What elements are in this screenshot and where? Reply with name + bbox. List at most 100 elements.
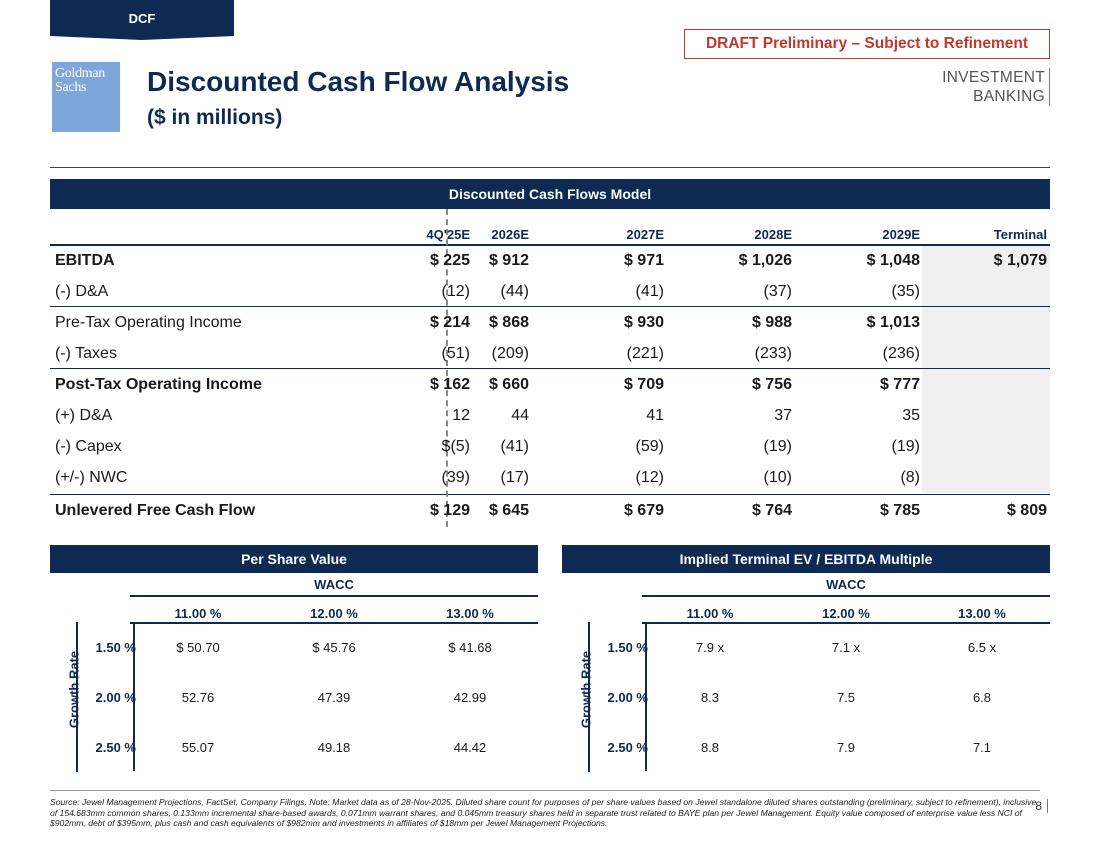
source-footnote: Source: Jewel Management Projections, Fa… — [50, 797, 1037, 829]
ev-multiple-row-header: 1.50 % — [607, 640, 648, 655]
division-line1: INVESTMENT — [942, 69, 1045, 86]
per-share-value: 47.39 — [317, 690, 351, 705]
per-share-row-header: 2.50 % — [95, 740, 136, 755]
dcf-cell: $ 679 — [623, 502, 664, 519]
per-share-row-header: 1.50 % — [95, 640, 136, 655]
dcf-header-row: 4Q'25E 2026E 2027E 2028E 2029E Terminal — [50, 219, 1050, 250]
per-share-col-header: 13.00 % — [446, 606, 494, 621]
col-rule — [642, 622, 1050, 624]
dcf-row-label: (+) D&A — [55, 407, 113, 424]
per-share-value: $ 41.68 — [448, 640, 492, 655]
header-divider — [50, 167, 1050, 168]
ev-multiple-value: 8.3 — [700, 690, 720, 705]
dcf-cell: $ 225 — [429, 252, 470, 269]
ev-multiple-value: 7.9 x — [695, 640, 725, 655]
dcf-cell: $ 988 — [751, 314, 792, 331]
wacc-rule — [130, 595, 538, 597]
dcf-row: (-) Taxes (51) (209) (221) (233) (236) — [50, 337, 1050, 368]
ev-multiple-col-header: 12.00 % — [822, 606, 870, 621]
dcf-row: (-) D&A (12) (44) (41) (37) (35) — [50, 275, 1050, 306]
dcf-cell: $ 660 — [488, 376, 529, 393]
dcf-cell: (17) — [500, 469, 529, 486]
dcf-rule-posttax — [50, 368, 1050, 369]
dcf-row-label: (-) Capex — [55, 438, 122, 455]
dcf-cell: (35) — [891, 283, 920, 300]
ev-multiple-value: 6.8 — [972, 690, 992, 705]
section-tab-label: DCF — [128, 11, 156, 26]
dcf-col-header: Terminal — [993, 227, 1047, 242]
company-logo: Goldman Sachs — [52, 62, 120, 132]
dcf-cell: $ 764 — [751, 502, 792, 519]
ev-multiple-value: 7.1 x — [831, 640, 861, 655]
ev-multiple-growth-label: Growth Rate — [578, 650, 594, 729]
ev-multiple-value: 6.5 x — [967, 640, 997, 655]
dcf-cell: (59) — [635, 438, 664, 455]
ev-multiple-col-header: 11.00 % — [686, 606, 734, 621]
dcf-cell: (19) — [891, 438, 920, 455]
dcf-cell: $ 777 — [879, 376, 920, 393]
dcf-cell: $ 912 — [488, 252, 529, 269]
dcf-cell: $ 809 — [1006, 502, 1047, 519]
per-share-value: 55.07 — [181, 740, 215, 755]
dcf-col-header: 2026E — [491, 227, 529, 242]
per-share-value: 52.76 — [181, 690, 215, 705]
dcf-cell: (12) — [441, 283, 470, 300]
dcf-rule-header — [50, 244, 1050, 246]
section-tab: DCF — [50, 0, 234, 40]
dcf-row-label: Unlevered Free Cash Flow — [55, 502, 256, 519]
footer-divider — [50, 790, 1040, 791]
ev-multiple-value: 7.1 — [972, 740, 992, 755]
ev-multiple-value: 7.5 — [836, 690, 856, 705]
dcf-row-label: (+/-) NWC — [55, 469, 128, 486]
dcf-cell: 44 — [511, 407, 529, 424]
dcf-cell: $ 1,013 — [866, 314, 920, 331]
dcf-row: (+/-) NWC (39) (17) (12) (10) (8) — [50, 461, 1050, 492]
dcf-cell: (209) — [491, 345, 529, 362]
dcf-row-label: Pre-Tax Operating Income — [55, 314, 242, 331]
dcf-row: Unlevered Free Cash Flow $ 129 $ 645 $ 679 $… — [50, 494, 1050, 525]
tab-shape — [50, 0, 234, 40]
dcf-cell: (233) — [754, 345, 792, 362]
row-divider — [133, 624, 135, 771]
ev-multiple-row-header: 2.00 % — [607, 690, 648, 705]
per-share-col-header: 11.00 % — [174, 606, 222, 621]
per-share-value: 49.18 — [317, 740, 351, 755]
per-share-value: 42.99 — [453, 690, 487, 705]
dcf-cell: $ 129 — [429, 502, 470, 519]
dcf-cell: 12 — [452, 407, 470, 424]
dcf-cell: (19) — [763, 438, 792, 455]
dcf-cell: (51) — [441, 345, 470, 362]
dcf-cell: $ 645 — [488, 502, 529, 519]
dcf-cell: (41) — [635, 283, 664, 300]
dcf-cell: $ 785 — [879, 502, 920, 519]
dcf-cell: $ 162 — [429, 376, 470, 393]
division-line2: BANKING — [973, 88, 1045, 105]
dcf-row-label: (-) D&A — [55, 283, 109, 300]
per-share-row-header: 2.00 % — [95, 690, 136, 705]
per-share-panel: Per Share Value WACC 11.00 % 12.00 % 13.… — [50, 545, 538, 775]
dcf-row: Pre-Tax Operating Income $ 214 $ 868 $ 930 $… — [50, 306, 1050, 337]
per-share-value: $ 45.76 — [312, 640, 356, 655]
ev-multiple-value: 7.9 — [836, 740, 856, 755]
dcf-cell: $ 709 — [623, 376, 664, 393]
growth-rule — [588, 622, 590, 772]
ev-multiple-title: Implied Terminal EV / EBITDA Multiple — [562, 545, 1050, 573]
dcf-col-header: 2028E — [754, 227, 792, 242]
col-rule — [130, 622, 538, 624]
dcf-rule-ufcf — [50, 494, 1050, 495]
dcf-cell: $ 1,026 — [738, 252, 792, 269]
ev-multiple-value: 8.8 — [700, 740, 720, 755]
dcf-cell: $(5) — [441, 438, 470, 455]
dcf-col-header: 2027E — [626, 227, 664, 242]
dcf-cell: (10) — [763, 469, 792, 486]
wacc-rule — [642, 595, 1050, 597]
logo-text-line1: Goldman — [55, 66, 106, 81]
dcf-cell: $ 1,079 — [993, 252, 1047, 269]
dcf-cell: 41 — [646, 407, 664, 424]
dcf-col-header: 2029E — [882, 227, 920, 242]
page-title: Discounted Cash Flow Analysis — [147, 66, 570, 97]
dcf-cell: $ 756 — [751, 376, 792, 393]
logo-text-line2: Sachs — [55, 80, 87, 95]
dcf-row-label: Post-Tax Operating Income — [55, 376, 262, 393]
row-divider — [645, 624, 647, 771]
